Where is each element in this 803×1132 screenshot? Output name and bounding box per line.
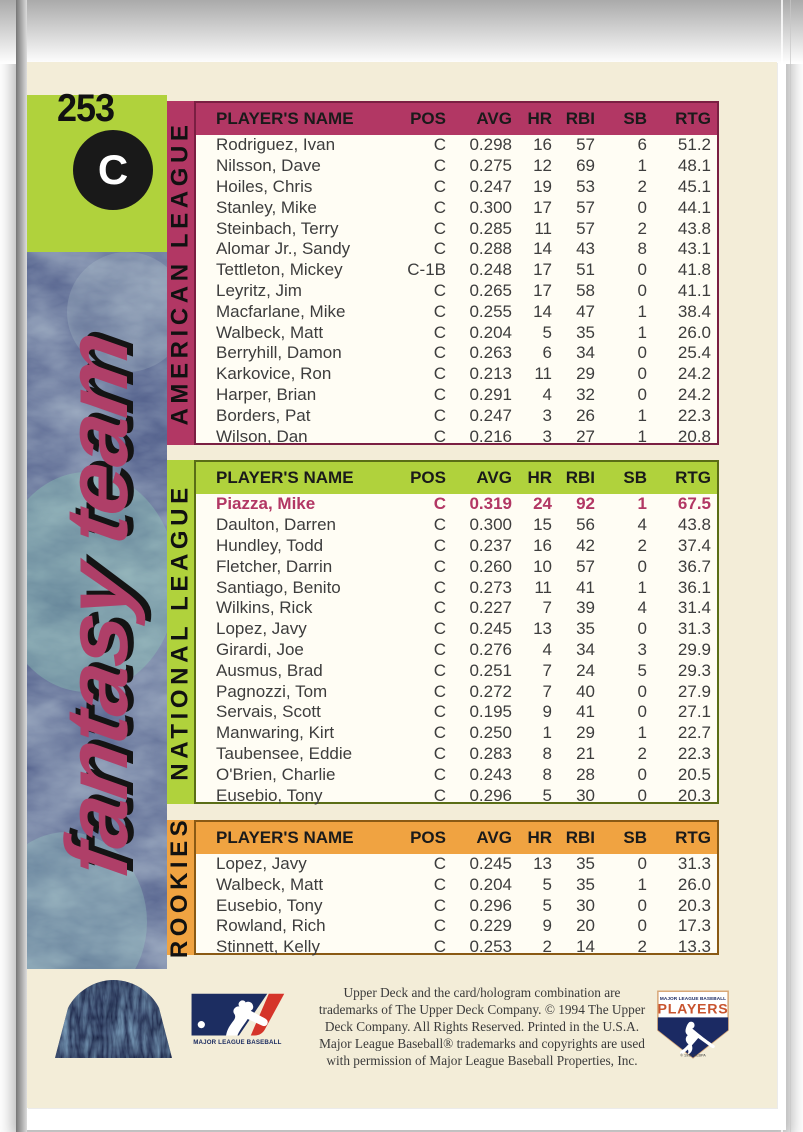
svg-text:PLAYERS: PLAYERS [658,1002,729,1018]
svg-text:MAJOR LEAGUE BASEBALL: MAJOR LEAGUE BASEBALL [193,1039,281,1046]
svg-text:© 1992 MLBPA: © 1992 MLBPA [680,1054,706,1058]
svg-text:MAJOR LEAGUE BASEBALL: MAJOR LEAGUE BASEBALL [660,996,726,1001]
